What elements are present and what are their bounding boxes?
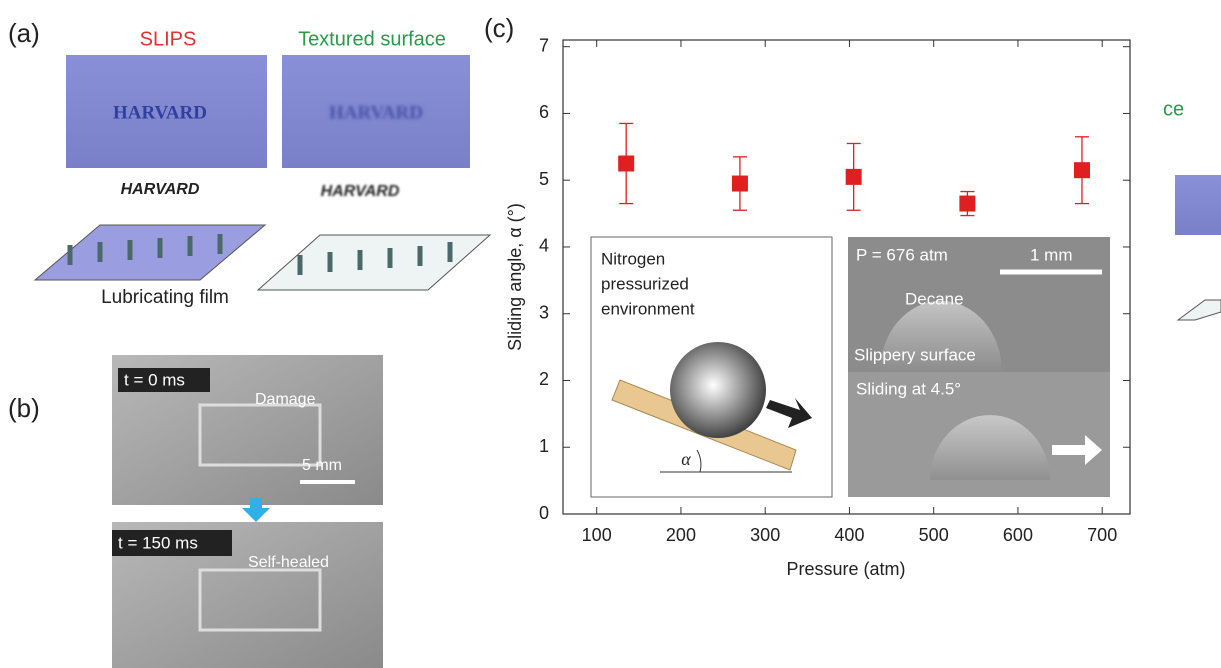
y-axis-label: Sliding angle, α (°)	[505, 203, 525, 351]
figure: (a) SLIPS Textured surface HARVARD HARVA…	[0, 0, 1221, 668]
annotation: Lubricating film	[101, 287, 229, 308]
panel-label: (b)	[8, 393, 40, 423]
annotation: Damage	[255, 391, 316, 408]
x-tick-label: 500	[919, 525, 949, 545]
y-tick-label: 3	[539, 302, 549, 322]
panel-label: (a)	[8, 18, 40, 48]
annotation: 5 mm	[302, 457, 342, 474]
schematic-text: HARVARD	[321, 183, 400, 200]
inset-text: Slippery surface	[854, 345, 976, 364]
inset-text: environment	[601, 299, 695, 318]
cropped-text: ce	[1163, 98, 1184, 120]
x-tick-label: 200	[666, 525, 696, 545]
panel-label: (c)	[484, 13, 514, 43]
y-tick-label: 6	[539, 102, 549, 122]
panel-title: Textured surface	[298, 28, 446, 50]
point	[959, 196, 975, 212]
y-tick-label: 2	[539, 369, 549, 389]
x-tick-label: 600	[1003, 525, 1033, 545]
point	[618, 156, 634, 172]
inset-text: α	[681, 449, 691, 469]
y-tick-label: 7	[539, 35, 549, 55]
point	[1074, 162, 1090, 178]
y-tick-label: 5	[539, 169, 549, 189]
point	[846, 169, 862, 185]
photo-text: HARVARD	[329, 102, 423, 123]
inset-text: 1 mm	[1030, 245, 1073, 264]
photo	[1175, 175, 1221, 235]
schematic-text: HARVARD	[121, 181, 200, 198]
y-tick-label: 1	[539, 436, 549, 456]
annotation: Self-healed	[248, 554, 329, 571]
inset-text: Nitrogen	[601, 249, 665, 268]
inset-text: pressurized	[601, 274, 689, 293]
x-tick-label: 300	[750, 525, 780, 545]
annotation: t = 150 ms	[118, 533, 198, 552]
sphere	[670, 342, 766, 438]
inset-text: P = 676 atm	[856, 245, 948, 264]
point	[732, 176, 748, 192]
schematic	[1178, 300, 1221, 320]
schematic	[258, 235, 490, 290]
y-tick-label: 4	[539, 236, 549, 256]
annotation: t = 0 ms	[124, 370, 185, 389]
x-tick-label: 100	[582, 525, 612, 545]
x-axis-label: Pressure (atm)	[786, 559, 905, 579]
y-tick-label: 0	[539, 503, 549, 523]
inset-text: Decane	[905, 289, 964, 308]
inset-text: Sliding at 4.5°	[856, 379, 961, 398]
panel-title: SLIPS	[140, 28, 197, 50]
x-tick-label: 700	[1087, 525, 1117, 545]
photo-text: HARVARD	[113, 102, 207, 123]
x-tick-label: 400	[834, 525, 864, 545]
